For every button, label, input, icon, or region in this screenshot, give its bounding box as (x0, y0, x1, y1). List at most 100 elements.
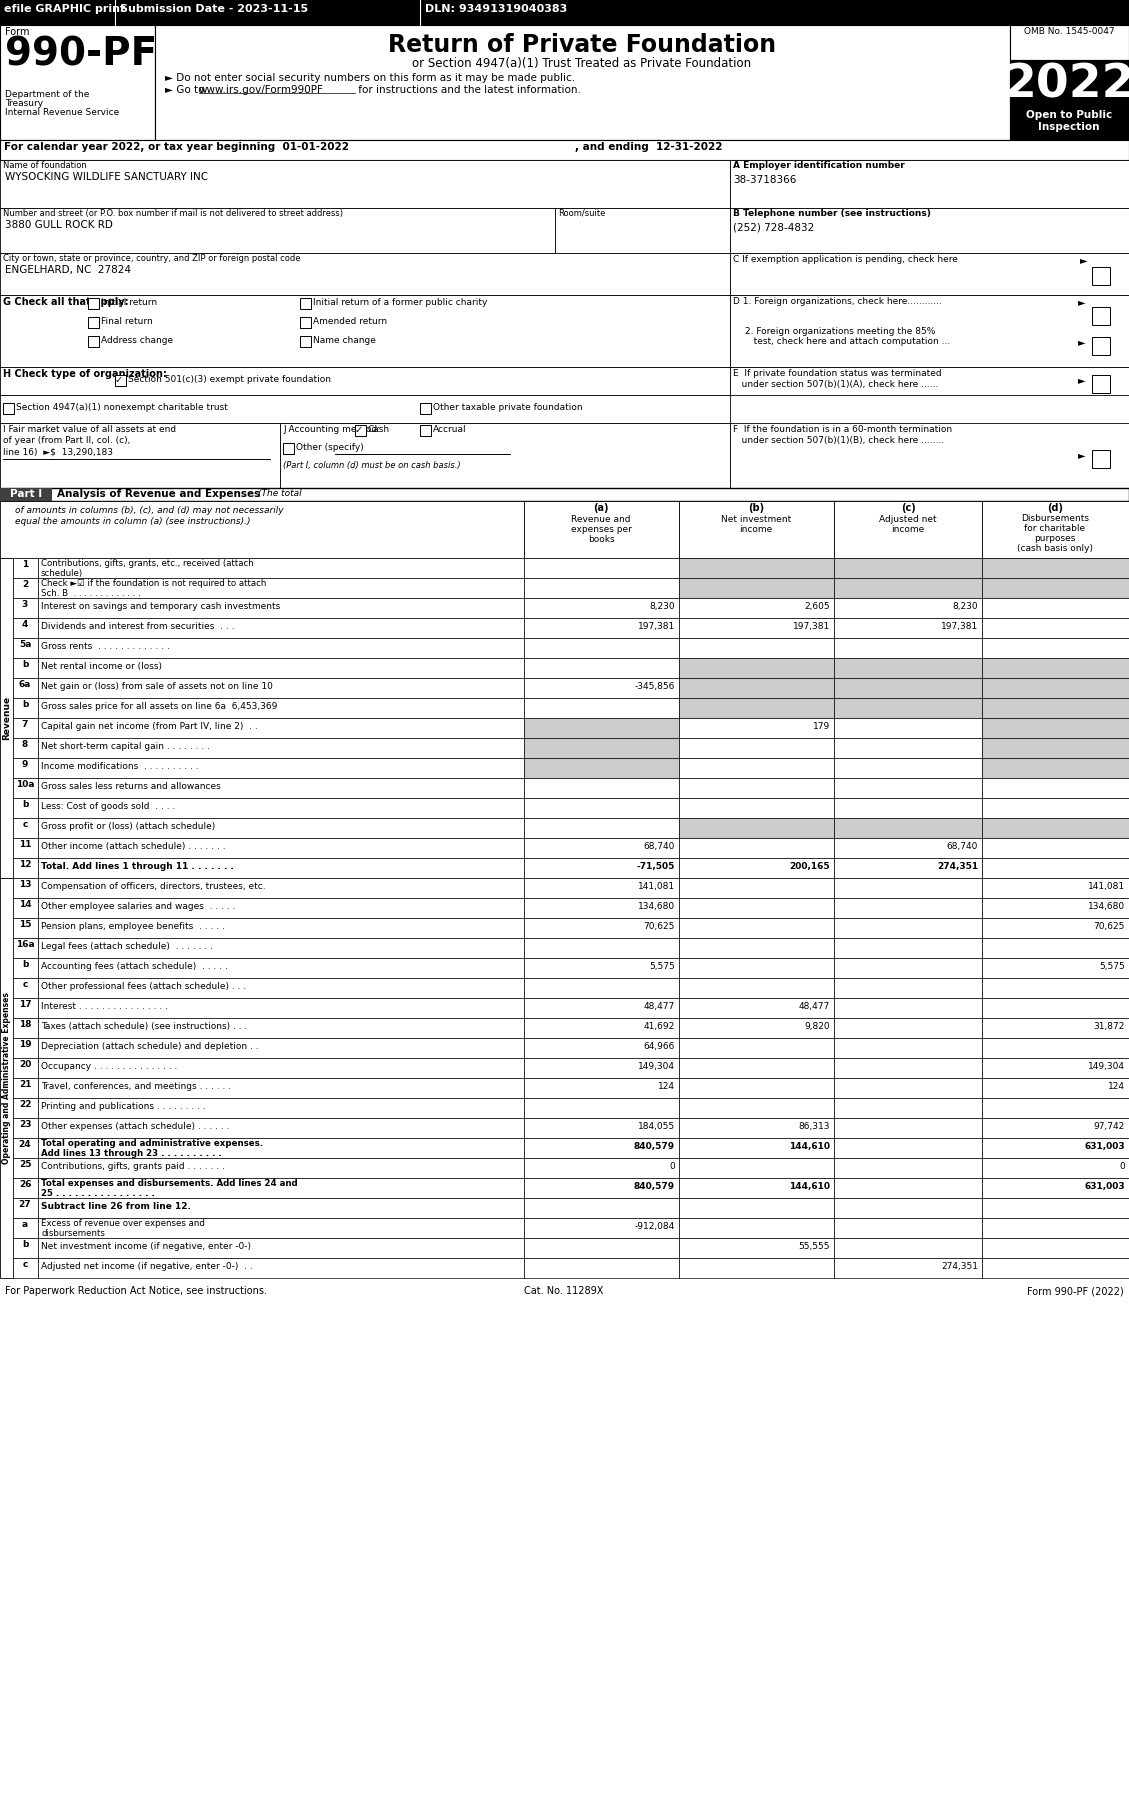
Bar (679, 958, 834, 978)
Bar (730, 295, 1129, 367)
Bar (679, 858, 834, 877)
Bar (524, 798, 679, 818)
Bar (834, 577, 982, 599)
Bar (38, 658, 524, 678)
Bar (14, 1079, 38, 1099)
Text: City or town, state or province, country, and ZIP or foreign postal code: City or town, state or province, country… (3, 254, 300, 263)
Text: (252) 728-4832: (252) 728-4832 (733, 221, 814, 232)
Text: 4: 4 (21, 620, 28, 629)
Text: C If exemption application is pending, check here: C If exemption application is pending, c… (733, 255, 957, 264)
Text: 144,610: 144,610 (789, 1181, 830, 1190)
Text: Return of Private Foundation: Return of Private Foundation (388, 32, 776, 58)
Bar (38, 717, 524, 737)
Bar (679, 638, 834, 658)
Bar (38, 638, 524, 658)
Bar (0, 487, 1129, 502)
Bar (524, 1178, 679, 1197)
Bar (524, 779, 679, 798)
Bar (14, 759, 38, 779)
Bar (730, 209, 1129, 254)
Bar (834, 557, 982, 577)
Text: b: b (21, 699, 28, 708)
Bar (38, 1239, 524, 1259)
Text: Other (specify): Other (specify) (296, 442, 364, 451)
Text: 990-PF: 990-PF (5, 36, 157, 74)
Text: ✓: ✓ (355, 424, 364, 435)
Bar (14, 939, 38, 958)
Bar (14, 737, 38, 759)
Bar (300, 298, 310, 309)
Bar (38, 1178, 524, 1197)
Bar (834, 1037, 982, 1057)
Text: c: c (23, 1260, 28, 1269)
Text: b: b (21, 1241, 28, 1250)
Text: 21: 21 (19, 1081, 32, 1090)
Text: Occupancy . . . . . . . . . . . . . . .: Occupancy . . . . . . . . . . . . . . . (41, 1063, 177, 1072)
Bar (1092, 307, 1110, 325)
Text: (d): (d) (1047, 503, 1064, 512)
Text: 0: 0 (1119, 1162, 1124, 1170)
Text: ► Do not enter social security numbers on this form as it may be made public.: ► Do not enter social security numbers o… (165, 74, 575, 83)
Text: 31,872: 31,872 (1094, 1021, 1124, 1030)
Bar (555, 209, 730, 254)
Bar (834, 502, 982, 557)
Text: 55,555: 55,555 (798, 1242, 830, 1251)
Text: Revenue and: Revenue and (571, 514, 631, 523)
Text: Form 990-PF (2022): Form 990-PF (2022) (1027, 1286, 1124, 1296)
Bar (524, 1158, 679, 1178)
Bar (679, 939, 834, 958)
Bar (524, 1259, 679, 1278)
Bar (524, 998, 679, 1018)
Text: 179: 179 (813, 723, 830, 732)
Text: 17: 17 (19, 1000, 32, 1009)
Text: Excess of revenue over expenses and: Excess of revenue over expenses and (41, 1219, 204, 1228)
Text: 68,740: 68,740 (644, 841, 675, 850)
Bar (982, 737, 1129, 759)
Bar (14, 658, 38, 678)
Text: Open to Public: Open to Public (1026, 110, 1112, 120)
Text: F  If the foundation is in a 60-month termination: F If the foundation is in a 60-month ter… (733, 424, 952, 433)
Bar (834, 939, 982, 958)
Text: E  If private foundation status was terminated: E If private foundation status was termi… (733, 369, 942, 378)
Bar (283, 442, 294, 455)
Bar (155, 25, 1010, 140)
Bar (38, 1018, 524, 1037)
Text: 274,351: 274,351 (940, 1262, 978, 1271)
Text: Operating and Administrative Expenses: Operating and Administrative Expenses (2, 992, 11, 1163)
Text: (Part I, column (d) must be on cash basis.): (Part I, column (d) must be on cash basi… (283, 460, 461, 469)
Bar (834, 1057, 982, 1079)
Bar (982, 1239, 1129, 1259)
Text: Other employee salaries and wages  . . . . .: Other employee salaries and wages . . . … (41, 903, 236, 912)
Bar (38, 698, 524, 717)
Bar (0, 396, 730, 423)
Text: Analysis of Revenue and Expenses: Analysis of Revenue and Expenses (56, 489, 261, 500)
Text: Net rental income or (loss): Net rental income or (loss) (41, 662, 161, 671)
Text: ✓: ✓ (115, 376, 123, 385)
Text: 840,579: 840,579 (633, 1142, 675, 1151)
Bar (524, 1079, 679, 1099)
Bar (982, 978, 1129, 998)
Text: 2022: 2022 (1004, 63, 1129, 108)
Bar (679, 1018, 834, 1037)
Bar (834, 877, 982, 897)
Text: Address change: Address change (100, 336, 173, 345)
Bar (834, 958, 982, 978)
Text: 18: 18 (19, 1019, 32, 1028)
Bar (982, 717, 1129, 737)
Text: H Check type of organization:: H Check type of organization: (3, 369, 167, 379)
Text: Amended return: Amended return (313, 316, 387, 325)
Text: under section 507(b)(1)(A), check here ......: under section 507(b)(1)(A), check here .… (733, 379, 938, 388)
Bar (0, 160, 730, 209)
Bar (679, 759, 834, 779)
Text: Gross profit or (loss) (attach schedule): Gross profit or (loss) (attach schedule) (41, 822, 216, 831)
Text: Section 501(c)(3) exempt private foundation: Section 501(c)(3) exempt private foundat… (128, 376, 331, 385)
Bar (834, 1118, 982, 1138)
Bar (834, 1018, 982, 1037)
Bar (834, 737, 982, 759)
Text: 631,003: 631,003 (1084, 1181, 1124, 1190)
Text: , and ending  12-31-2022: , and ending 12-31-2022 (575, 142, 723, 153)
Bar (679, 1037, 834, 1057)
Text: c: c (23, 820, 28, 829)
Bar (14, 998, 38, 1018)
Bar (834, 619, 982, 638)
